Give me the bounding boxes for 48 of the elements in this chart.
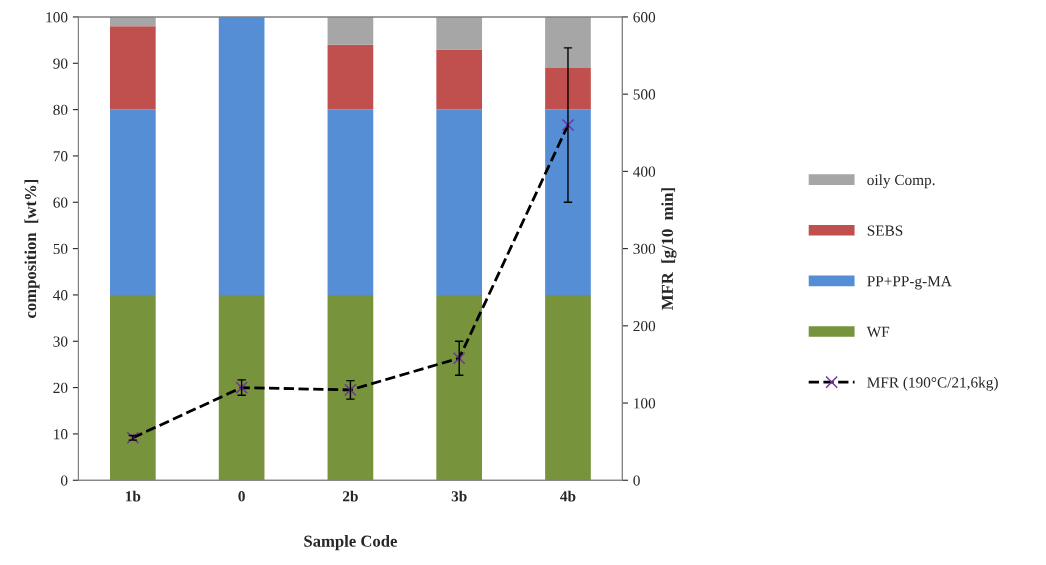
y-tick-label: 50	[53, 243, 68, 255]
bar	[110, 294, 156, 481]
y2-tick-label: 300	[633, 243, 656, 255]
bar	[436, 294, 483, 481]
y2-tick-label: 600	[633, 12, 656, 23]
y2-tick-label: 0	[633, 475, 640, 486]
y2-axis-title: MFR [g/10 min]	[661, 188, 677, 310]
y2-tick-label: 400	[633, 166, 656, 177]
bar	[545, 67, 591, 110]
y2-tick-label: 200	[633, 320, 656, 332]
bar	[545, 16, 591, 68]
y2-tick-label: 100	[634, 398, 656, 409]
x-tick-label: 3b	[451, 490, 467, 502]
bar	[218, 16, 265, 295]
y-tick-label: 20	[53, 382, 68, 394]
x-tick-label: 2b	[342, 490, 358, 502]
bar	[327, 294, 374, 481]
bar	[436, 16, 483, 50]
bar	[436, 49, 483, 110]
legend-label: MFR (190°C/21,6kg)	[867, 376, 998, 391]
legend-label: SEBS	[867, 225, 903, 236]
bar	[327, 16, 374, 45]
y-tick-label: 70	[53, 151, 68, 162]
bar	[218, 294, 265, 481]
y2-tick-label: 500	[633, 89, 656, 100]
y-tick-label: 100	[46, 12, 68, 23]
x-tick-label: 4b	[560, 490, 576, 502]
bar	[327, 109, 374, 295]
y-tick-label: 90	[53, 58, 68, 69]
bar	[545, 109, 591, 295]
legend-label: WF	[866, 326, 890, 338]
y-axis-title: composition [wt%]	[24, 179, 40, 318]
y-tick-label: 10	[54, 429, 68, 440]
y-tick-label: 60	[53, 197, 68, 208]
legend-label: oily Comp.	[867, 174, 935, 189]
y-tick-label: 30	[53, 336, 68, 347]
bar	[436, 109, 483, 295]
y-tick-label: 0	[60, 475, 68, 486]
x-tick-label: 0	[238, 491, 245, 502]
x-axis-title: Sample Code	[304, 535, 397, 551]
legend-label: PP+PP-g-MA	[867, 276, 952, 290]
bar	[110, 109, 156, 295]
bar	[545, 294, 591, 481]
bar	[110, 26, 156, 110]
y-tick-label: 40	[53, 290, 68, 301]
bar	[327, 44, 374, 110]
y-tick-label: 80	[53, 104, 68, 116]
x-tick-label: 1b	[126, 490, 141, 502]
